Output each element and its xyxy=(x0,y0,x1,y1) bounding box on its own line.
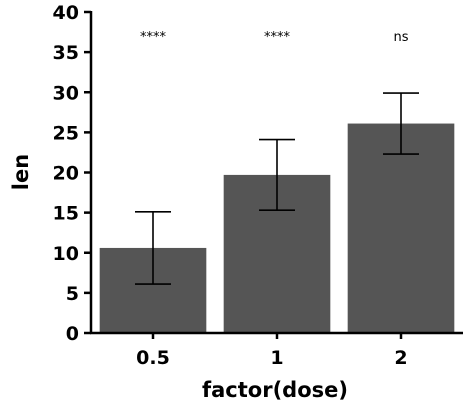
significance-labels-layer: **** **** ns xyxy=(140,30,409,45)
significance-label-0.5: **** xyxy=(140,30,167,45)
y-tick-label-15: 15 xyxy=(53,203,79,225)
x-tick-label-1: 1 xyxy=(270,347,283,369)
y-tick-label-35: 35 xyxy=(53,42,79,64)
significance-label-1: **** xyxy=(264,30,291,45)
y-tick-label-40: 40 xyxy=(53,2,79,24)
y-tick-label-25: 25 xyxy=(53,122,79,144)
x-tick-label-2: 2 xyxy=(394,347,407,369)
significance-label-2: ns xyxy=(393,30,408,45)
y-tick-label-10: 10 xyxy=(53,243,79,265)
x-axis-title: factor(dose) xyxy=(202,378,348,402)
error-bars-layer xyxy=(135,92,419,285)
bar-2 xyxy=(347,123,455,333)
bars-layer xyxy=(99,123,455,333)
y-tick-label-5: 5 xyxy=(66,283,79,305)
y-tick-label-20: 20 xyxy=(53,163,79,185)
y-tick-label-0: 0 xyxy=(66,323,79,345)
y-axis-title: len xyxy=(9,154,33,190)
x-tick-label-0.5: 0.5 xyxy=(136,347,170,369)
y-tick-label-30: 30 xyxy=(53,82,79,104)
